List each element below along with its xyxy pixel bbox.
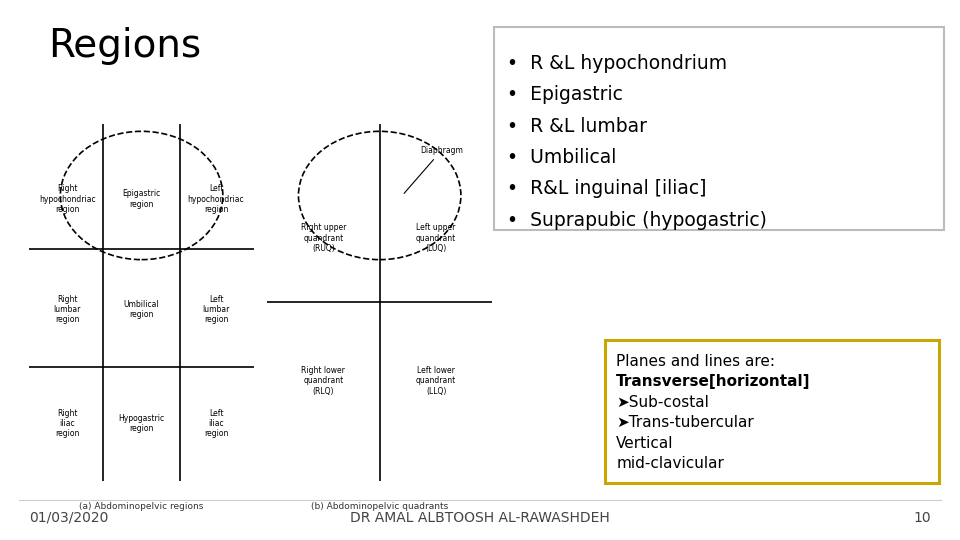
Text: Hypogastric
region: Hypogastric region [118, 414, 165, 433]
Text: ➤Sub-costal: ➤Sub-costal [616, 395, 709, 410]
Text: Planes and lines are:: Planes and lines are: [616, 354, 776, 369]
Text: •  R &L lumbar: • R &L lumbar [507, 117, 647, 136]
Text: Vertical: Vertical [616, 436, 674, 451]
Text: (b) Abdominopelvic quadrants: (b) Abdominopelvic quadrants [311, 502, 448, 511]
Text: 10: 10 [914, 511, 931, 525]
Text: Regions: Regions [48, 27, 202, 65]
Text: Right
hypochondriac
region: Right hypochondriac region [38, 184, 95, 214]
Text: Left lower
quandrant
(LLQ): Left lower quandrant (LLQ) [416, 366, 456, 396]
Text: Diaphragm: Diaphragm [404, 146, 463, 193]
Text: 01/03/2020: 01/03/2020 [29, 511, 108, 525]
Text: Umbilical
region: Umbilical region [124, 300, 159, 319]
Text: mid-clavicular: mid-clavicular [616, 456, 724, 471]
Text: Left
iliac
region: Left iliac region [204, 409, 228, 438]
Text: •  Umbilical: • Umbilical [507, 148, 616, 167]
Text: •  Epigastric: • Epigastric [507, 85, 623, 104]
Text: ➤Trans-tubercular: ➤Trans-tubercular [616, 415, 754, 430]
Text: Left upper
quandrant
(LUQ): Left upper quandrant (LUQ) [416, 224, 456, 253]
Text: •  R&L inguinal [iliac]: • R&L inguinal [iliac] [507, 179, 707, 198]
Text: •  R &L hypochondrium: • R &L hypochondrium [507, 54, 727, 73]
Text: Left
lumbar
region: Left lumbar region [203, 295, 229, 325]
Text: Right upper
quandrant
(RUQ): Right upper quandrant (RUQ) [300, 224, 346, 253]
Text: Right lower
quandrant
(RLQ): Right lower quandrant (RLQ) [301, 366, 346, 396]
Text: Epigastric
region: Epigastric region [123, 190, 160, 209]
Text: Transverse[horizontal]: Transverse[horizontal] [616, 374, 811, 389]
Text: DR AMAL ALBTOOSH AL-RAWASHDEH: DR AMAL ALBTOOSH AL-RAWASHDEH [350, 511, 610, 525]
Text: Right
lumbar
region: Right lumbar region [54, 295, 81, 325]
Text: •  Suprapubic (hypogastric): • Suprapubic (hypogastric) [507, 211, 767, 229]
Text: Left
hypochondriac
region: Left hypochondriac region [188, 184, 245, 214]
FancyBboxPatch shape [494, 27, 944, 230]
FancyBboxPatch shape [605, 340, 939, 483]
Text: Right
iliac
region: Right iliac region [55, 409, 80, 438]
Text: (a) Abdominopelvic regions: (a) Abdominopelvic regions [80, 502, 204, 511]
